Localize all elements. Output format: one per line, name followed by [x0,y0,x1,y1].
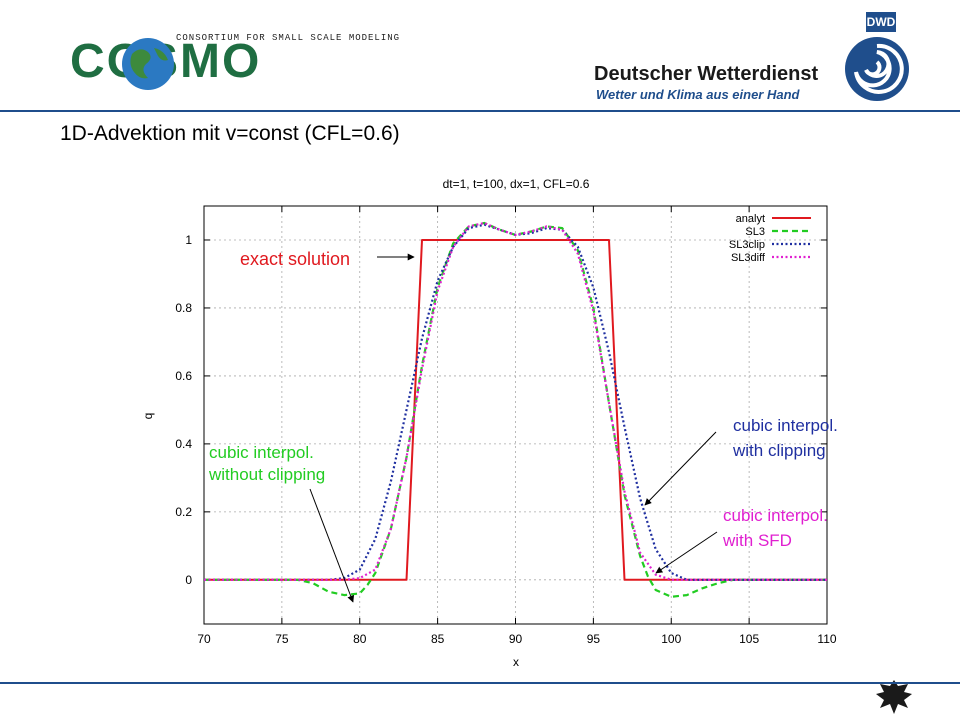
y-tick-label: 1 [185,233,192,247]
annotation-sl3-line2: without clipping [208,465,325,484]
x-tick-label: 95 [587,632,601,646]
annotation-clip-line1: cubic interpol. [733,416,838,435]
series-line-analyt [204,239,827,581]
slide-title: 1D-Advektion mit v=const (CFL=0.6) [60,122,400,145]
arrow-clip [644,431,717,506]
dwd-swirl-icon [845,37,909,101]
footer-divider [0,682,960,684]
legend-label-sl3diff: SL3diff [731,252,766,264]
x-tick-label: 85 [431,632,445,646]
legend-label-sl3clip: SL3clip [729,239,765,251]
y-tick-label: 0.4 [175,437,192,451]
x-tick-label: 75 [275,632,289,646]
dwd-badge: DWD [866,12,896,32]
arrow-sl3 [309,488,355,603]
x-tick-label: 70 [197,632,211,646]
dwd-name: Deutscher Wetterdienst [594,63,819,85]
annotation-sfd-line2: with SFD [722,531,792,550]
annotation-clip-line2: with clipping [732,441,826,460]
cosmo-logo: COSMO CONSORTIUM FOR SMALL SCALE MODELIN… [0,0,399,100]
y-axis-label: q [141,413,155,420]
x-axis-label: x [513,655,519,669]
annotation-exact-solution: exact solution [240,249,350,269]
header-divider [0,110,960,112]
x-tick-label: 110 [817,632,836,646]
series-line-sl3clip [204,223,827,581]
x-tick-label: 80 [353,632,367,646]
annotation-sl3-line1: cubic interpol. [209,443,314,462]
globe-icon [122,38,174,90]
y-tick-label: 0 [185,573,192,587]
x-tick-label: 90 [509,632,523,646]
axis-ticks: 70 75 80 85 90 95 100 105 110 0 0.2 0.4 0.6 0.8 1 [175,206,837,646]
chart-title: dt=1, t=100, dx=1, CFL=0.6 [443,177,590,191]
series-line-sl3diff [204,221,827,581]
series-line-sl3 [204,221,827,598]
legend-label-sl3: SL3 [745,226,765,238]
cosmo-tagline: CONSORTIUM FOR SMALL SCALE MODELING [176,33,401,43]
series-lines [204,221,827,598]
y-tick-label: 0.6 [175,369,192,383]
y-tick-label: 0.2 [175,505,192,519]
dwd-logo: DWD [580,0,960,108]
arrow-sfd [655,531,718,574]
federal-eagle-icon [872,680,916,714]
x-tick-label: 100 [661,632,681,646]
plot-frame [203,205,828,625]
y-tick-label: 0.8 [175,301,192,315]
legend-label-analyt: analyt [736,213,765,225]
x-tick-label: 105 [739,632,759,646]
dwd-slogan: Wetter und Klima aus einer Hand [596,87,800,102]
annotation-sfd-line1: cubic interpol. [723,506,828,525]
